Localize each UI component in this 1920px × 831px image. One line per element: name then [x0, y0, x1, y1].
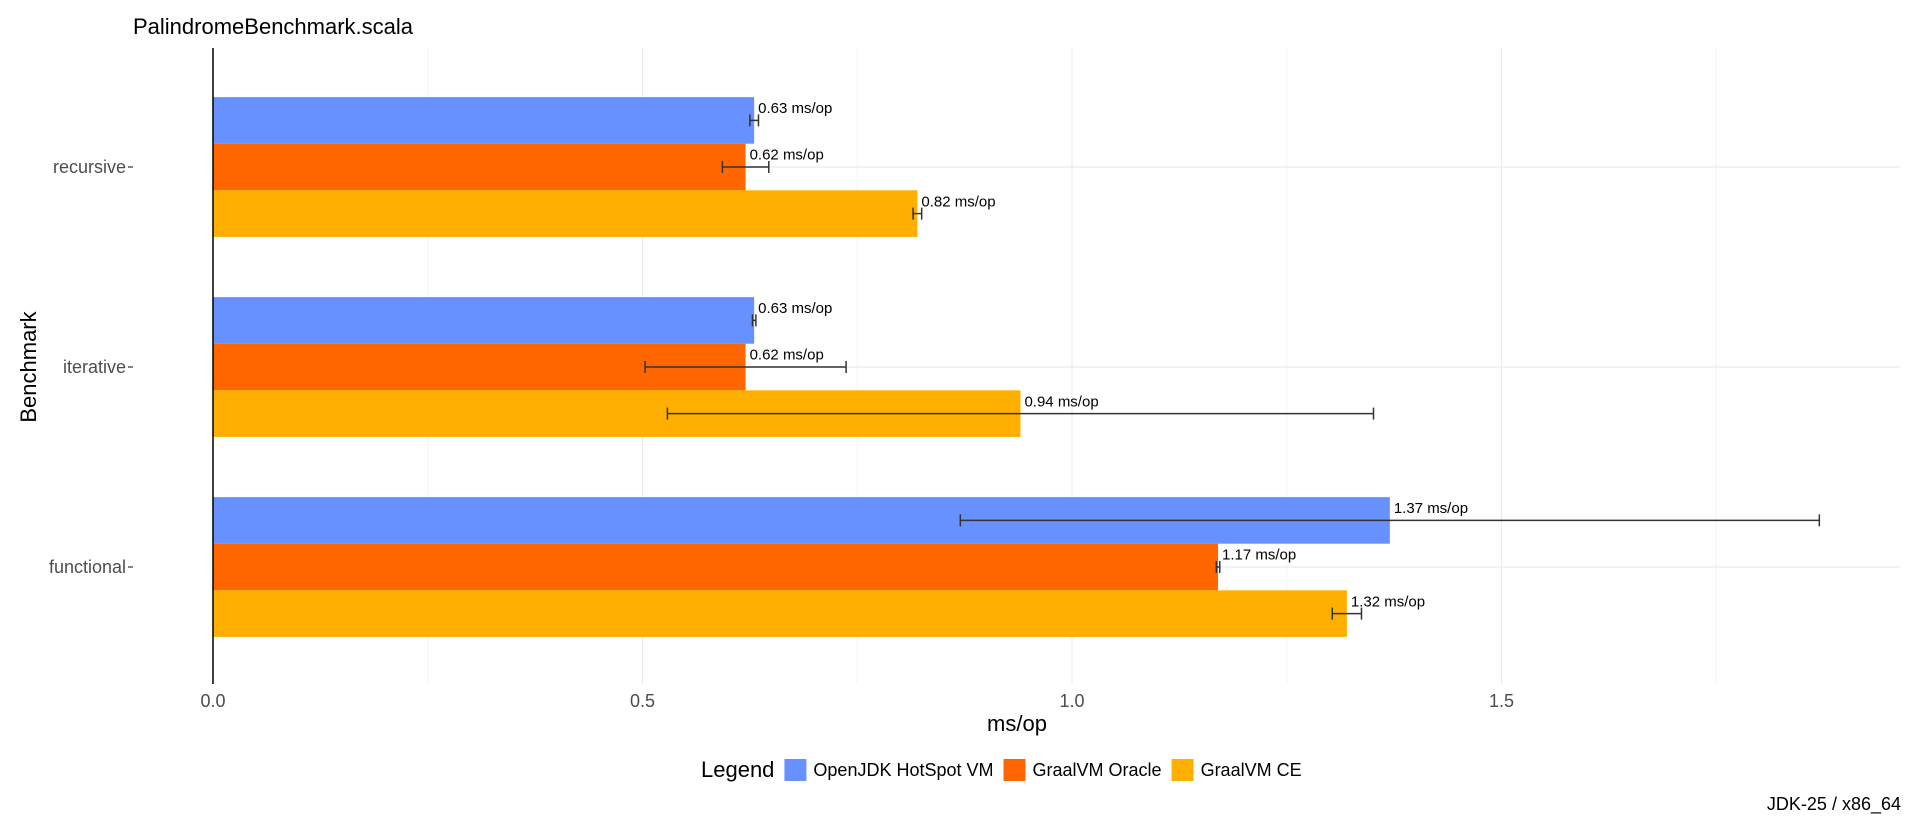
data-label-recursive-3: 0.82 ms/op [921, 193, 995, 210]
data-label-iterative-1: 0.63 ms/op [758, 300, 832, 317]
error-bars [644, 114, 1821, 620]
x-tick-label: 1.5 [1489, 691, 1514, 711]
bars [213, 97, 1390, 637]
x-tick-label: 0.5 [630, 691, 655, 711]
y-axis-title: Benchmark [16, 310, 41, 422]
bar-functional-2 [213, 543, 1219, 591]
bar-recursive-3 [213, 190, 918, 237]
bar-recursive-1 [213, 97, 755, 144]
y-tick-label-functional: functional [49, 557, 126, 577]
chart-title: PalindromeBenchmark.scala [133, 14, 414, 39]
legend-items: OpenJDK HotSpot VM GraalVM Oracle GraalVM … [784, 759, 1302, 781]
data-label-iterative-2: 0.62 ms/op [750, 347, 824, 364]
data-label-functional-1: 1.37 ms/op [1394, 500, 1468, 517]
data-label-recursive-2: 0.62 ms/op [750, 147, 824, 164]
x-tick-label: 0.0 [200, 691, 225, 711]
legend-swatch-3 [1171, 759, 1194, 781]
data-label-functional-3: 1.32 ms/op [1351, 593, 1425, 610]
legend-label-2: GraalVM Oracle [1033, 760, 1162, 780]
legend-title: Legend [701, 757, 774, 782]
x-tick-label: 1.0 [1059, 691, 1084, 711]
y-tick-label-iterative: iterative [63, 357, 126, 377]
bar-recursive-2 [213, 143, 746, 191]
legend: Legend OpenJDK HotSpot VM GraalVM Oracle G… [701, 757, 1302, 782]
x-axis-title: ms/op [987, 711, 1047, 736]
data-label-recursive-1: 0.63 ms/op [758, 100, 832, 117]
data-label-functional-2: 1.17 ms/op [1222, 547, 1296, 564]
data-label-iterative-3: 0.94 ms/op [1024, 393, 1098, 410]
y-axis-ticks: recursive iterative functional [49, 157, 133, 577]
legend-label-3: GraalVM CE [1201, 760, 1302, 780]
data-labels: 0.63 ms/op 0.62 ms/op 0.82 ms/op 0.63 ms/op… [750, 100, 1468, 610]
y-tick-label-recursive: recursive [53, 157, 126, 177]
legend-label-1: OpenJDK HotSpot VM [813, 760, 993, 780]
x-axis-ticks: 0.0 0.5 1.0 1.5 [200, 691, 1514, 711]
caption: JDK-25 / x86_64 [1767, 794, 1901, 815]
legend-swatch-1 [784, 759, 807, 781]
legend-swatch-2 [1003, 759, 1026, 781]
bar-functional-3 [213, 590, 1347, 637]
bar-iterative-1 [213, 297, 755, 344]
